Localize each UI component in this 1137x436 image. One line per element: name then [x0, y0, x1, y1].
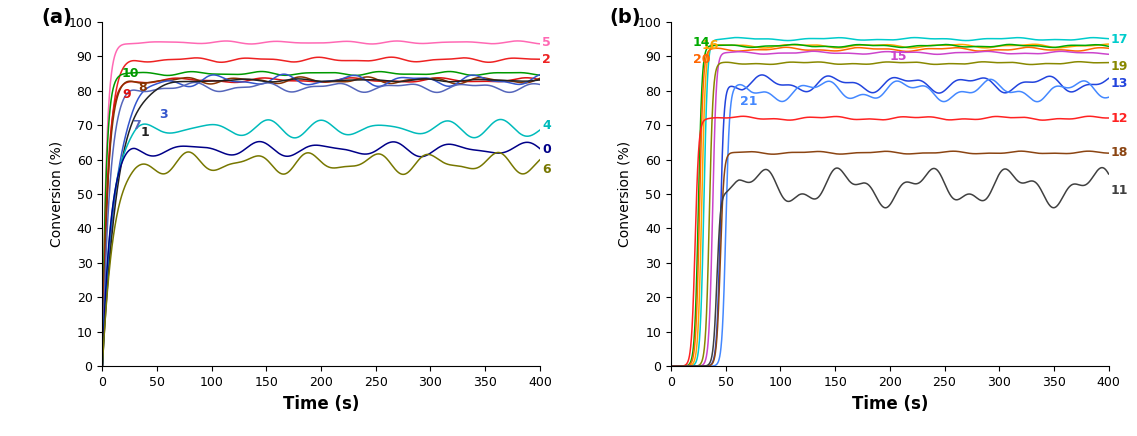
Text: 10: 10 [122, 67, 140, 80]
Text: 0: 0 [542, 143, 550, 156]
Text: 17: 17 [1111, 33, 1128, 45]
Text: 7: 7 [132, 119, 141, 132]
X-axis label: Time (s): Time (s) [852, 395, 928, 412]
Text: 18: 18 [1111, 146, 1128, 159]
Text: (a): (a) [41, 8, 72, 27]
Text: 21: 21 [740, 95, 757, 108]
Text: 6: 6 [542, 164, 550, 177]
Text: 20: 20 [692, 53, 711, 66]
Text: 3: 3 [159, 108, 168, 121]
Text: 9: 9 [122, 88, 131, 101]
Text: 11: 11 [1111, 184, 1128, 197]
Text: 5: 5 [542, 36, 550, 49]
Text: 14: 14 [692, 36, 711, 49]
Text: 13: 13 [1111, 77, 1128, 90]
Text: 4: 4 [542, 119, 550, 132]
Y-axis label: Conversion (%): Conversion (%) [617, 141, 632, 247]
Text: 15: 15 [890, 50, 907, 63]
Y-axis label: Conversion (%): Conversion (%) [49, 141, 64, 247]
X-axis label: Time (s): Time (s) [283, 395, 359, 412]
Text: 12: 12 [1111, 112, 1128, 125]
Text: (b): (b) [609, 8, 641, 27]
Text: 19: 19 [1111, 60, 1128, 73]
Text: 8: 8 [139, 81, 147, 94]
Text: 1: 1 [141, 126, 149, 139]
Text: 16: 16 [702, 39, 719, 52]
Text: 2: 2 [542, 53, 550, 66]
